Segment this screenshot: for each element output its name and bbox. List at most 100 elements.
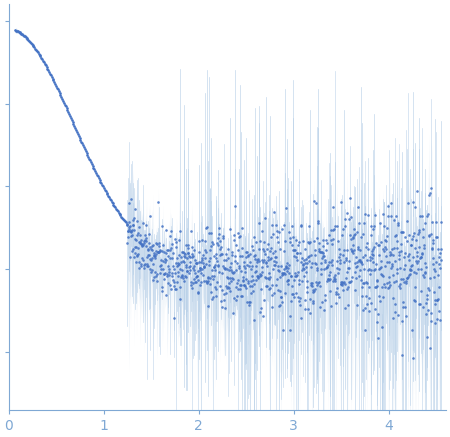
Point	[427, 309, 434, 316]
Point	[366, 265, 373, 272]
Point	[186, 269, 193, 276]
Point	[49, 75, 56, 82]
Point	[376, 264, 383, 271]
Point	[204, 275, 211, 282]
Point	[399, 298, 406, 305]
Point	[164, 273, 171, 280]
Point	[225, 274, 232, 281]
Point	[170, 263, 177, 270]
Point	[373, 284, 380, 291]
Point	[324, 276, 332, 283]
Point	[365, 308, 373, 315]
Point	[154, 249, 162, 256]
Point	[254, 273, 261, 280]
Point	[198, 258, 205, 265]
Point	[144, 262, 151, 269]
Point	[146, 230, 153, 237]
Point	[370, 258, 377, 265]
Point	[387, 248, 394, 255]
Point	[293, 290, 300, 297]
Point	[284, 277, 291, 284]
Point	[194, 260, 201, 267]
Point	[243, 262, 250, 269]
Point	[202, 238, 209, 245]
Point	[217, 282, 224, 289]
Point	[280, 269, 288, 276]
Point	[74, 130, 81, 137]
Point	[43, 63, 50, 70]
Point	[297, 222, 304, 229]
Point	[432, 296, 439, 303]
Point	[321, 259, 328, 266]
Point	[220, 263, 227, 270]
Point	[435, 308, 442, 315]
Point	[191, 270, 198, 277]
Point	[384, 258, 391, 265]
Point	[205, 274, 212, 281]
Point	[341, 247, 348, 254]
Point	[315, 248, 323, 255]
Point	[227, 263, 234, 270]
Point	[393, 269, 400, 276]
Point	[172, 260, 179, 267]
Point	[345, 215, 352, 222]
Point	[364, 211, 372, 218]
Point	[110, 201, 117, 208]
Point	[352, 287, 359, 294]
Point	[346, 232, 353, 239]
Point	[300, 260, 307, 267]
Point	[378, 263, 385, 270]
Point	[323, 246, 330, 253]
Point	[206, 274, 213, 281]
Point	[276, 274, 283, 281]
Point	[412, 204, 419, 211]
Point	[379, 293, 386, 300]
Point	[91, 166, 98, 173]
Point	[422, 264, 429, 271]
Point	[135, 229, 142, 236]
Point	[194, 289, 202, 296]
Point	[38, 54, 45, 61]
Point	[135, 223, 143, 230]
Point	[48, 73, 55, 80]
Point	[207, 288, 214, 295]
Point	[221, 264, 228, 271]
Point	[32, 46, 40, 53]
Point	[418, 250, 426, 257]
Point	[238, 293, 246, 300]
Point	[419, 226, 427, 233]
Point	[309, 299, 316, 306]
Point	[132, 259, 140, 266]
Point	[311, 259, 319, 266]
Point	[400, 228, 407, 235]
Point	[82, 148, 89, 155]
Point	[99, 181, 106, 188]
Point	[385, 212, 392, 219]
Point	[143, 253, 150, 260]
Point	[104, 191, 111, 198]
Point	[221, 304, 229, 311]
Point	[423, 299, 430, 306]
Point	[240, 276, 247, 283]
Point	[75, 132, 82, 139]
Point	[236, 281, 243, 288]
Point	[318, 248, 325, 255]
Point	[245, 280, 252, 287]
Point	[146, 212, 153, 219]
Point	[116, 211, 123, 218]
Point	[404, 275, 411, 282]
Point	[363, 257, 370, 264]
Point	[242, 283, 249, 290]
Point	[231, 252, 239, 259]
Point	[301, 265, 308, 272]
Point	[281, 270, 288, 277]
Point	[211, 284, 218, 291]
Point	[176, 236, 183, 243]
Point	[204, 303, 212, 310]
Point	[274, 286, 281, 293]
Point	[324, 239, 331, 246]
Point	[112, 205, 120, 212]
Point	[416, 300, 423, 307]
Point	[161, 271, 168, 277]
Point	[356, 267, 363, 274]
